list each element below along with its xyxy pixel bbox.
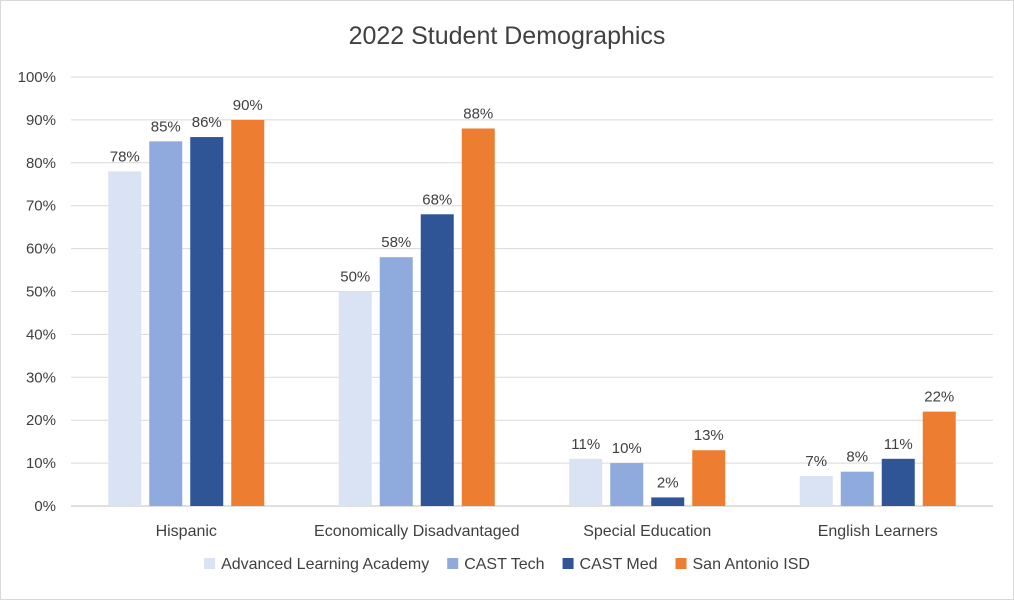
legend-label: CAST Tech [464, 556, 544, 573]
bar [190, 137, 224, 506]
y-tick-label: 20% [26, 412, 56, 429]
y-tick-label: 50% [26, 284, 56, 301]
data-label: 7% [805, 453, 827, 470]
bar [881, 458, 915, 506]
category-label: Special Education [583, 523, 711, 540]
legend-label: CAST Med [580, 556, 658, 573]
bar [108, 171, 142, 506]
bar [610, 463, 644, 506]
data-label: 58% [381, 234, 411, 251]
y-tick-label: 70% [26, 198, 56, 215]
bar [569, 458, 603, 506]
category-label: Hispanic [156, 523, 217, 540]
category-label: Economically Disadvantaged [314, 523, 519, 540]
data-label: 88% [463, 105, 493, 122]
bar [420, 214, 454, 506]
bar [799, 475, 833, 506]
y-tick-label: 80% [26, 155, 56, 172]
data-label: 90% [233, 97, 263, 114]
bar [461, 128, 495, 506]
legend-swatch [675, 558, 687, 569]
category-label: English Learners [818, 523, 938, 540]
data-label: 78% [110, 148, 140, 165]
legend-swatch [447, 558, 459, 569]
legend-label: San Antonio ISD [693, 556, 810, 573]
bar [692, 450, 726, 506]
x-axis-category-labels: Hispanic Economically Disadvantaged Specia… [156, 523, 938, 540]
gridlines [71, 76, 993, 507]
bar [922, 411, 956, 506]
bar [231, 119, 265, 507]
y-tick-label: 40% [26, 326, 56, 343]
data-label: 86% [192, 114, 222, 131]
bar [338, 291, 372, 506]
y-tick-label: 0% [34, 498, 56, 515]
legend: Advanced Learning Academy CAST Tech CAST M… [204, 556, 810, 573]
legend-item: CAST Tech [447, 556, 545, 573]
data-label: 11% [571, 436, 600, 453]
data-label: 13% [694, 427, 724, 444]
bar [379, 257, 413, 506]
y-tick-label: 60% [26, 241, 56, 258]
y-tick-label: 10% [26, 455, 56, 472]
bars [108, 119, 956, 507]
legend-item: San Antonio ISD [675, 556, 810, 573]
data-label: 11% [884, 436, 913, 453]
chart-title: 2022 Student Demographics [349, 22, 666, 50]
data-label: 22% [924, 389, 954, 406]
data-label: 68% [422, 191, 452, 208]
y-tick-label: 100% [18, 69, 56, 86]
bar [149, 141, 183, 506]
legend-swatch [562, 558, 574, 569]
data-labels: 78% 85% 86% 90% 50% 58% 68% 88% 11% 10% 2% 13% 7% 8% 1… [110, 97, 955, 492]
bar [840, 471, 874, 506]
data-label: 10% [612, 440, 642, 457]
data-label: 8% [846, 449, 868, 466]
legend-item: Advanced Learning Academy [204, 556, 429, 573]
data-label: 50% [340, 269, 370, 286]
bar [651, 497, 685, 506]
data-label: 2% [657, 474, 679, 491]
legend-item: CAST Med [562, 556, 658, 573]
data-label: 85% [151, 118, 181, 135]
legend-swatch [204, 558, 216, 569]
legend-label: Advanced Learning Academy [221, 556, 429, 573]
y-axis-tick-labels: 0% 10% 20% 30% 40% 50% 60% 70% 80% 90% 100% [18, 69, 56, 515]
y-tick-label: 30% [26, 369, 56, 386]
y-tick-label: 90% [26, 112, 56, 129]
